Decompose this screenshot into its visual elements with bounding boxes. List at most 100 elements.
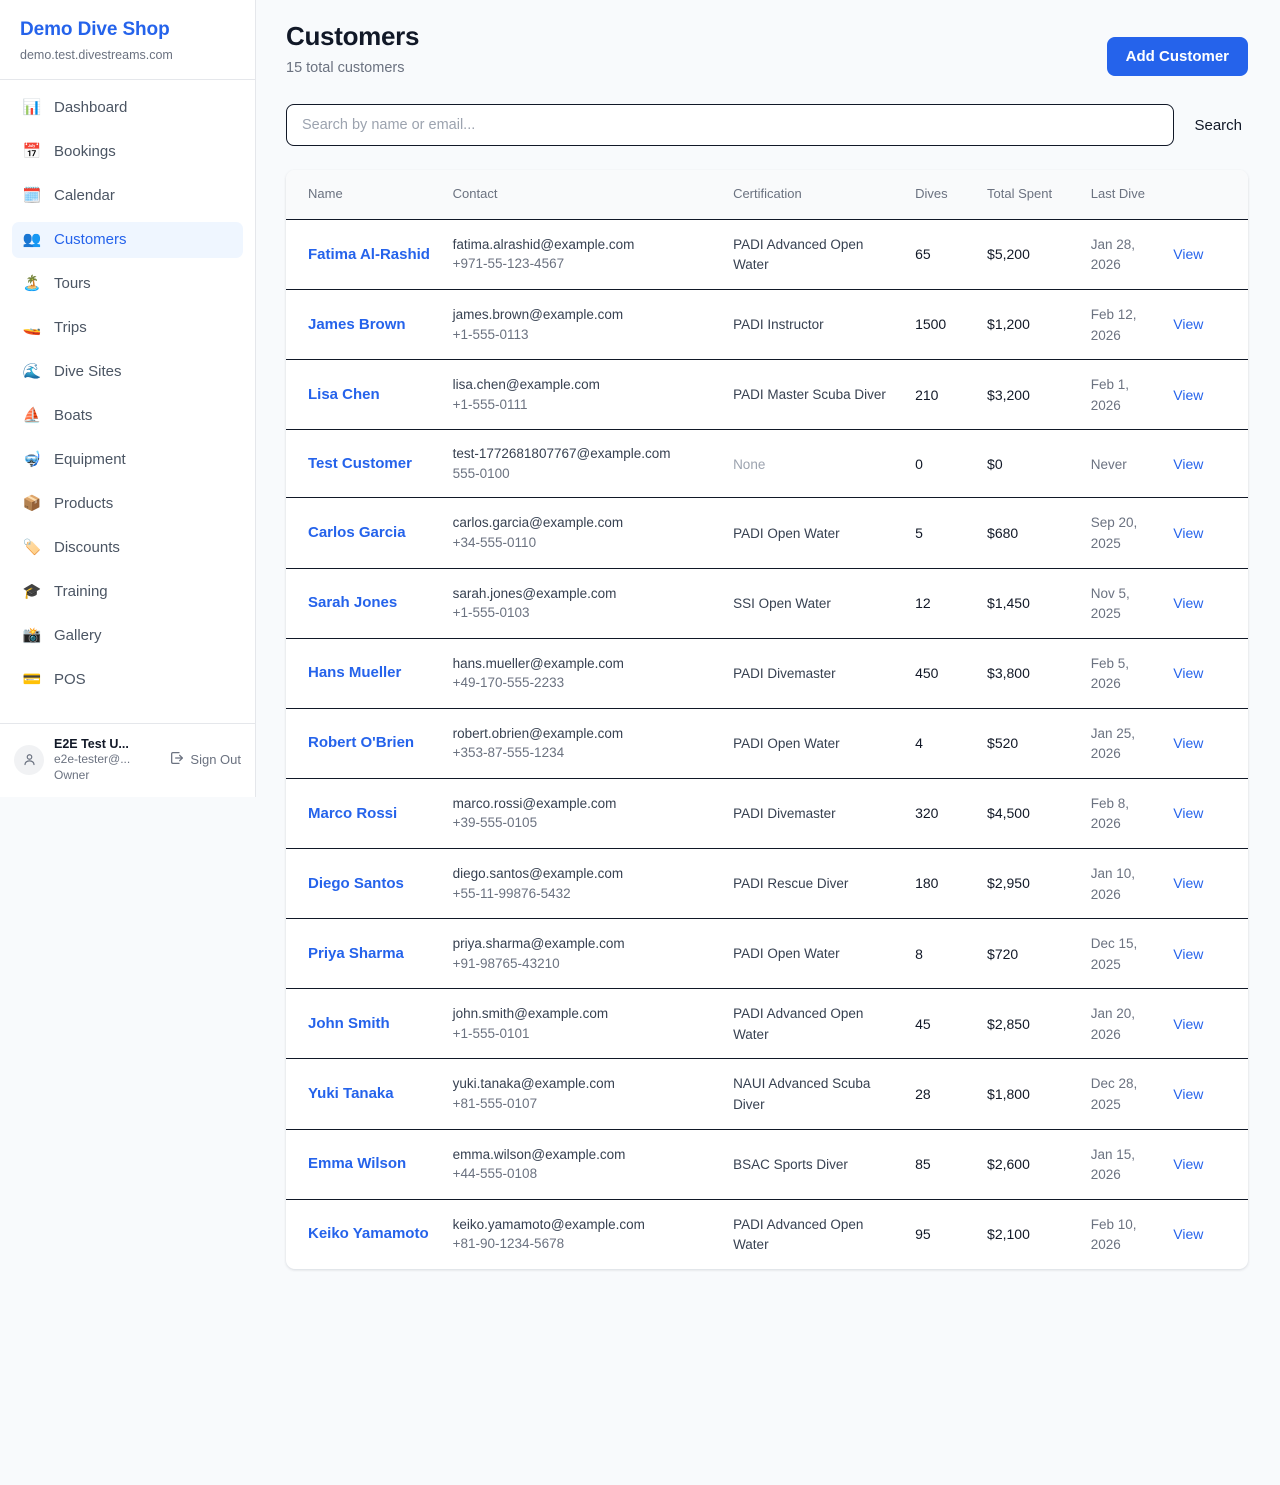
certification-cell-text: PADI Master Scuba Diver (733, 387, 886, 403)
view-link[interactable]: View (1173, 386, 1204, 403)
customer-email: fatima.alrashid@example.com (452, 236, 635, 252)
last-dive-cell: Jan 28, 2026 (1080, 219, 1164, 291)
certification-cell: PADI Divemaster (723, 638, 906, 709)
last-dive-cell: Never (1080, 429, 1164, 499)
customer-email: emma.wilson@example.com (452, 1146, 626, 1162)
customer-email: robert.obrien@example.com (452, 725, 624, 741)
customer-name-cell-text[interactable]: Priya Sharma (308, 944, 404, 962)
customer-name-cell-text[interactable]: Hans Mueller (308, 664, 402, 682)
customer-name-cell-text[interactable]: Fatima Al-Rashid (308, 245, 430, 263)
certification-cell: PADI Instructor (723, 289, 906, 361)
total-spent-cell-text: $720 (987, 945, 1019, 962)
certification-cell: PADI Divemaster (723, 778, 906, 850)
customer-name-cell-text[interactable]: Yuki Tanaka (308, 1085, 394, 1103)
customer-phone: +971-55-123-4567 (452, 256, 565, 272)
customer-name-cell-text[interactable]: Lisa Chen (308, 385, 380, 403)
customer-name-cell-text[interactable]: James Brown (308, 315, 406, 333)
view-link[interactable]: View (1173, 1226, 1204, 1243)
column-header-total-spent[interactable]: Total Spent (977, 170, 1081, 220)
customer-name-cell-text[interactable]: Emma Wilson (308, 1155, 407, 1173)
view-link[interactable]: View (1173, 875, 1204, 892)
dives-cell-text: 45 (915, 1015, 931, 1032)
sidebar-item-boats[interactable]: ⛵ Boats (12, 398, 243, 434)
dives-cell-text: 5 (915, 524, 923, 541)
customer-name-cell-text[interactable]: Carlos Garcia (308, 524, 406, 542)
search-button[interactable]: Search (1188, 113, 1248, 138)
total-spent-cell: $0 (977, 429, 1081, 499)
customer-email: john.smith@example.com (452, 1006, 609, 1022)
sidebar-item-calendar[interactable]: 🗓️ Calendar (12, 178, 243, 214)
certification-cell: PADI Advanced Open Water (723, 219, 906, 291)
customer-name-cell-text[interactable]: Marco Rossi (308, 804, 398, 822)
user-meta: E2E Test U... e2e-tester@... Owner (54, 736, 159, 783)
actions-cell: View (1163, 638, 1248, 709)
sidebar-item-dive-sites[interactable]: 🌊 Dive Sites (12, 354, 243, 390)
view-link[interactable]: View (1173, 594, 1204, 611)
sidebar-item-tours[interactable]: 🏝️ Tours (12, 266, 243, 302)
sidebar-item-bookings[interactable]: 📅 Bookings (12, 134, 243, 170)
column-header-certification[interactable]: Certification (723, 170, 906, 220)
actions-cell: View (1163, 1129, 1248, 1200)
sidebar-item-label: Trips (54, 319, 87, 337)
column-header-dives[interactable]: Dives (905, 170, 978, 220)
view-link[interactable]: View (1173, 735, 1204, 752)
sign-out-icon (169, 750, 185, 769)
add-customer-button[interactable]: Add Customer (1106, 37, 1248, 76)
sidebar-item-label: Equipment (54, 451, 126, 469)
sign-out-button[interactable]: Sign Out (169, 750, 241, 769)
customer-name-cell-text[interactable]: John Smith (308, 1014, 390, 1032)
customers-table: Name Contact Certification Dives Total S… (286, 170, 1248, 1269)
view-link[interactable]: View (1173, 316, 1204, 333)
search-input[interactable] (286, 104, 1175, 146)
sidebar-item-dashboard[interactable]: 📊 Dashboard (12, 90, 243, 126)
customer-name-cell-text[interactable]: Keiko Yamamoto (308, 1225, 429, 1243)
total-spent-cell-text: $3,800 (987, 665, 1030, 682)
sidebar-item-products[interactable]: 📦 Products (12, 486, 243, 522)
island-icon: 🏝️ (22, 275, 42, 293)
table-row: Marco Rossi marco.rossi@example.com +39-55… (286, 778, 1248, 850)
view-link[interactable]: View (1173, 945, 1204, 962)
brand-title: Demo Dive Shop (20, 19, 170, 40)
sidebar-item-discounts[interactable]: 🏷️ Discounts (12, 530, 243, 566)
sidebar-item-trips[interactable]: 🚤 Trips (12, 310, 243, 346)
view-link[interactable]: View (1173, 1015, 1204, 1032)
view-link[interactable]: View (1173, 455, 1204, 472)
view-link[interactable]: View (1173, 524, 1204, 541)
customer-name-cell-text[interactable]: Sarah Jones (308, 594, 398, 612)
customer-name-cell: Diego Santos (286, 848, 443, 920)
view-link[interactable]: View (1173, 1155, 1204, 1172)
sidebar-item-customers[interactable]: 👥 Customers (12, 221, 243, 258)
column-header-name[interactable]: Name (286, 170, 443, 220)
table-row: Yuki Tanaka yuki.tanaka@example.com +81-55… (286, 1058, 1248, 1130)
table-row: Emma Wilson emma.wilson@example.com +44-55… (286, 1129, 1248, 1200)
dives-cell-text: 85 (915, 1155, 931, 1172)
actions-cell: View (1163, 1199, 1248, 1269)
dives-cell-text: 4 (915, 735, 923, 752)
customer-name-cell: Keiko Yamamoto (286, 1199, 443, 1269)
view-link[interactable]: View (1173, 665, 1204, 682)
view-link[interactable]: View (1173, 1085, 1204, 1102)
view-link[interactable]: View (1173, 246, 1204, 263)
actions-cell: View (1163, 497, 1248, 569)
last-dive-cell-text: Feb 10, 2026 (1090, 1216, 1137, 1253)
customer-name-cell-text[interactable]: Robert O'Brien (308, 734, 415, 752)
dives-cell: 12 (905, 568, 978, 639)
sidebar-item-training[interactable]: 🎓 Training (12, 574, 243, 610)
view-link[interactable]: View (1173, 805, 1204, 822)
last-dive-cell: Jan 20, 2026 (1080, 988, 1164, 1060)
total-spent-cell: $1,200 (977, 289, 1081, 361)
column-header-last-dive[interactable]: Last Dive (1080, 170, 1164, 220)
calendar-icon: 📅 (22, 143, 42, 161)
total-spent-cell-text: $2,950 (987, 875, 1030, 892)
customer-email: sarah.jones@example.com (452, 585, 617, 601)
sidebar-item-pos[interactable]: 💳 POS (12, 662, 243, 698)
column-header-contact[interactable]: Contact (442, 170, 724, 220)
sidebar-item-equipment[interactable]: 🤿 Equipment (12, 442, 243, 478)
last-dive-cell-text: Jan 28, 2026 (1090, 236, 1136, 273)
total-spent-cell-text: $1,800 (987, 1085, 1030, 1102)
actions-cell: View (1163, 778, 1248, 850)
sidebar-item-gallery[interactable]: 📸 Gallery (12, 618, 243, 654)
customer-name-cell-text[interactable]: Test Customer (308, 454, 412, 472)
customer-name-cell-text[interactable]: Diego Santos (308, 874, 404, 892)
package-icon: 📦 (22, 495, 42, 513)
